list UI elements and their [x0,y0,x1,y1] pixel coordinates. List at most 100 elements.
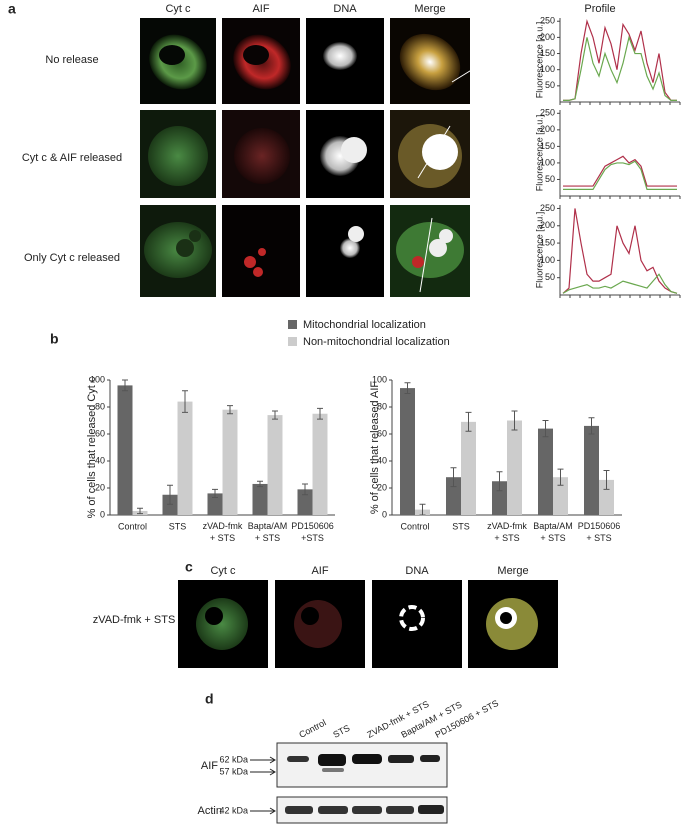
y-axis-label: % of cells that released Cyt c [86,376,98,518]
error-bar [542,420,549,438]
row-label: zVAD-fmk + STS [93,614,176,626]
x-tick-label: STS [452,521,470,531]
y-tick-label: 80 [95,401,105,411]
bar [117,385,133,515]
y-tick-label: 100 [90,374,105,384]
x-tick-label: Control [400,521,429,531]
x-tick-label: Bapta/AM + STS [533,521,573,543]
bar [177,401,193,515]
legend-label: Mitochondrial localization [303,319,426,331]
row-label: Only Cyt c released [24,252,120,264]
bar [538,428,553,515]
y-tick-label: 250 [540,108,555,118]
column-header: Merge [497,565,528,577]
blot-label: Actin [198,805,222,817]
y-tick-label: 80 [377,401,387,411]
error-bar [167,484,173,505]
y-axis-label: Fluorescence [a.u.] [534,115,544,192]
y-tick-label: 20 [95,482,105,492]
y-tick-label: 0 [382,509,387,519]
error-bar [317,407,323,420]
error-bar [465,411,472,432]
x-tick-label: PD150606 +STS [291,521,334,543]
error-bar [122,379,128,392]
error-bar [137,507,143,515]
y-tick-label: 50 [545,80,555,90]
bar [162,494,178,515]
lane-label: Control [297,717,327,739]
row-label: No release [45,54,98,66]
bar [400,388,415,515]
panel-label: b [50,331,59,347]
error-bar [302,483,308,496]
legend-swatch [288,337,297,346]
bar [446,477,461,515]
y-axis-label: Fluorescence [a.u.] [534,22,544,99]
column-header: AIF [311,565,328,577]
x-tick-label: zVAD-fmk + STS [487,521,527,543]
bar [252,483,268,515]
column-header: DNA [333,3,357,15]
y-tick-label: 0 [100,509,105,519]
error-bar [182,390,188,413]
size-label: 62 kDa [219,754,248,764]
column-header: Cyt c [210,565,236,577]
profile-line [563,35,677,101]
profile-line [563,160,677,190]
y-tick-label: 100 [372,374,387,384]
panel-a-images [140,18,479,297]
y-tick-label: 200 [540,220,555,230]
bar [267,415,283,515]
x-tick-label: Control [118,521,147,531]
y-tick-label: 150 [540,48,555,58]
bar [207,493,223,515]
error-bar [404,382,411,394]
bar [461,421,476,515]
y-tick-label: 50 [545,174,555,184]
bar [492,481,507,515]
column-header: AIF [252,3,269,15]
profile-line [563,18,677,101]
error-bar [603,469,610,490]
y-tick-label: 100 [540,255,555,265]
error-bar [588,417,595,435]
x-tick-label: Bapta/AM + STS [248,521,288,543]
column-header: Cyt c [165,3,191,15]
y-tick-label: 200 [540,124,555,134]
y-tick-label: 50 [545,272,555,282]
size-label: 42 kDa [219,805,248,815]
bar [312,413,328,515]
y-tick-label: 250 [540,203,555,213]
y-tick-label: 40 [95,455,105,465]
panel-label: c [185,559,193,575]
panel-label: d [205,691,214,707]
row-label: Cyt c & AIF released [22,152,122,164]
bar [553,477,568,515]
column-header: Merge [414,3,445,15]
panel-c-images [178,580,558,668]
y-tick-label: 200 [540,32,555,42]
y-axis-label: Fluorescence [a.u.] [534,212,544,289]
error-bar [419,503,426,516]
profile-line [563,155,677,187]
panel-label: a [8,1,16,17]
error-bar [496,471,503,492]
x-tick-label: STS [169,521,187,531]
error-bar [257,480,263,488]
y-tick-label: 150 [540,141,555,151]
size-label: 57 kDa [219,766,248,776]
y-tick-label: 60 [95,428,105,438]
error-bar [227,405,233,415]
blot-label: AIF [201,760,218,772]
y-tick-label: 20 [377,482,387,492]
y-tick-label: 40 [377,455,387,465]
profile-line [562,273,678,294]
column-header: Profile [584,3,615,15]
profile-line [562,208,678,294]
lane-label: STS [331,723,351,740]
x-tick-label: PD150606 + STS [578,521,621,543]
y-tick-label: 150 [540,237,555,247]
bar [507,420,522,515]
legend-swatch [288,320,297,329]
